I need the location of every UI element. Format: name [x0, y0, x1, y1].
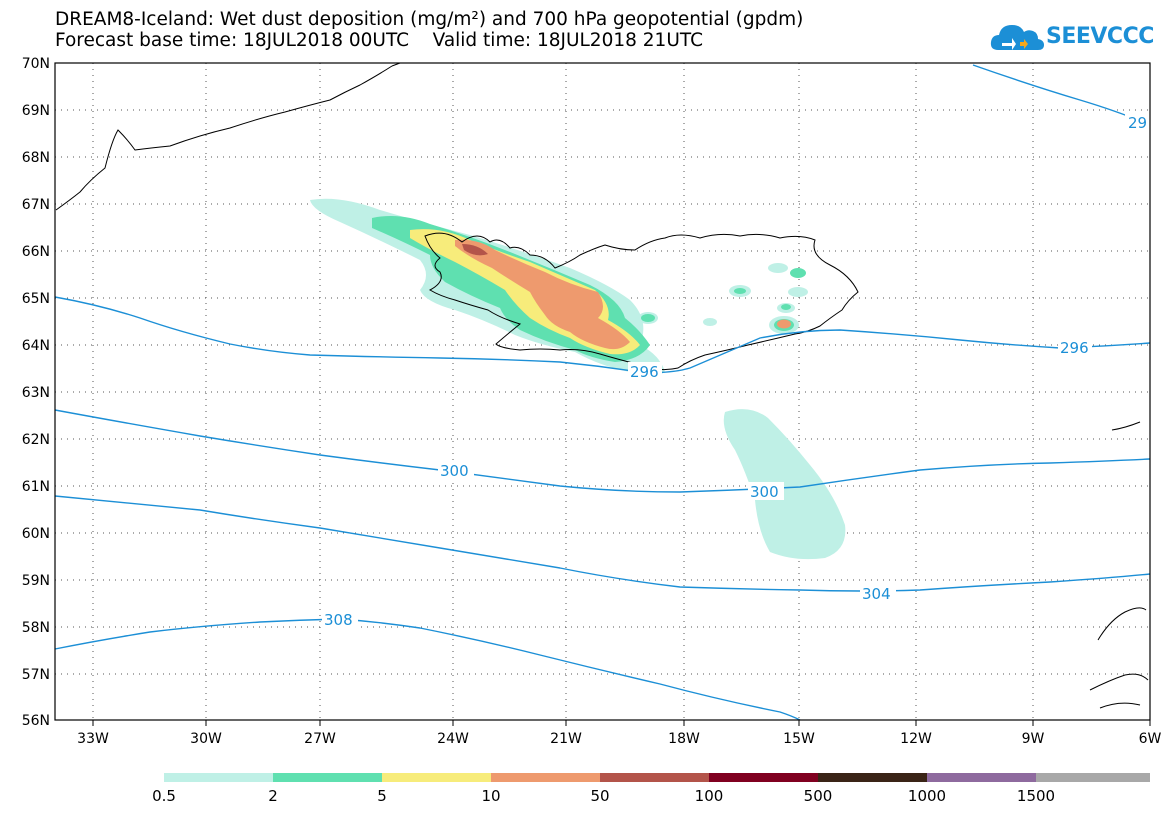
axis-ticks	[92, 720, 1151, 726]
colorbar-label: 5	[377, 787, 387, 805]
lat-label: 58N	[22, 620, 50, 636]
lon-label: 18W	[668, 731, 700, 747]
lat-label: 59N	[22, 573, 50, 589]
colorbar-label: 10	[481, 787, 500, 805]
lon-label: 9W	[1022, 731, 1045, 747]
colorbar-swatch	[491, 773, 601, 782]
lon-label: 33W	[77, 731, 109, 747]
lat-label: 60N	[22, 526, 50, 542]
lon-label: 12W	[900, 731, 932, 747]
lon-label: 6W	[1139, 731, 1162, 747]
colorbar-label: 100	[695, 787, 724, 805]
colorbar-swatch	[709, 773, 819, 782]
map-frame	[54, 62, 1151, 721]
seevccc-logo: SEEVCCC	[990, 20, 1154, 56]
lat-label: 64N	[22, 338, 50, 354]
colorbar-label: 50	[590, 787, 609, 805]
colorbar-swatch	[927, 773, 1037, 782]
lon-label: 15W	[783, 731, 815, 747]
colorbar-label: 500	[804, 787, 833, 805]
contour-label: 308	[324, 611, 353, 629]
colorbar-label: 0.5	[152, 787, 176, 805]
lon-label: 21W	[550, 731, 582, 747]
chart-subtitle: Forecast base time: 18JUL2018 00UTC Vali…	[55, 30, 703, 51]
colorbar-swatch	[818, 773, 928, 782]
contour-label: 300	[750, 483, 779, 501]
lat-label: 67N	[22, 197, 50, 213]
colorbar: 0.5 2 5 10 50 100 500 1000 1500	[152, 773, 1150, 805]
lat-label: 66N	[22, 244, 50, 260]
colorbar-swatch	[600, 773, 710, 782]
colorbar-swatch	[1036, 773, 1150, 782]
lat-label: 62N	[22, 432, 50, 448]
lon-label: 24W	[437, 731, 469, 747]
colorbar-label: 2	[268, 787, 278, 805]
lat-label: 61N	[22, 479, 50, 495]
lon-label: 30W	[190, 731, 222, 747]
contour-label: 304	[862, 585, 891, 603]
logo-text: SEEVCCC	[1046, 24, 1154, 49]
lat-label: 63N	[22, 385, 50, 401]
lat-label: 69N	[22, 103, 50, 119]
longitude-labels: 33W 30W 27W 24W 21W 18W 15W 12W 9W 6W	[77, 731, 1161, 747]
colorbar-swatch	[273, 773, 383, 782]
lat-label: 56N	[22, 713, 50, 729]
contour-label: 300	[440, 462, 469, 480]
lat-label: 70N	[22, 56, 50, 72]
colorbar-label: 1000	[908, 787, 946, 805]
contour-labels: 29 296 296 300 300 304 308	[322, 112, 1150, 629]
coastlines	[55, 62, 1149, 709]
lat-label: 57N	[22, 667, 50, 683]
grid-lines	[55, 63, 1150, 720]
dust-deposition-field	[310, 198, 846, 560]
chart-title: DREAM8-Iceland: Wet dust deposition (mg/…	[55, 9, 804, 30]
lat-label: 68N	[22, 150, 50, 166]
contour-label: 296	[630, 363, 659, 381]
latitude-labels: 70N 69N 68N 67N 66N 65N 64N 63N 62N 61N …	[22, 56, 50, 729]
lon-label: 27W	[304, 731, 336, 747]
cloud-icon	[990, 25, 1044, 50]
colorbar-swatch	[382, 773, 492, 782]
contour-label: 29	[1128, 114, 1147, 132]
lat-label: 65N	[22, 291, 50, 307]
contour-label: 296	[1060, 339, 1089, 357]
colorbar-label: 1500	[1017, 787, 1055, 805]
colorbar-swatch	[164, 773, 274, 782]
